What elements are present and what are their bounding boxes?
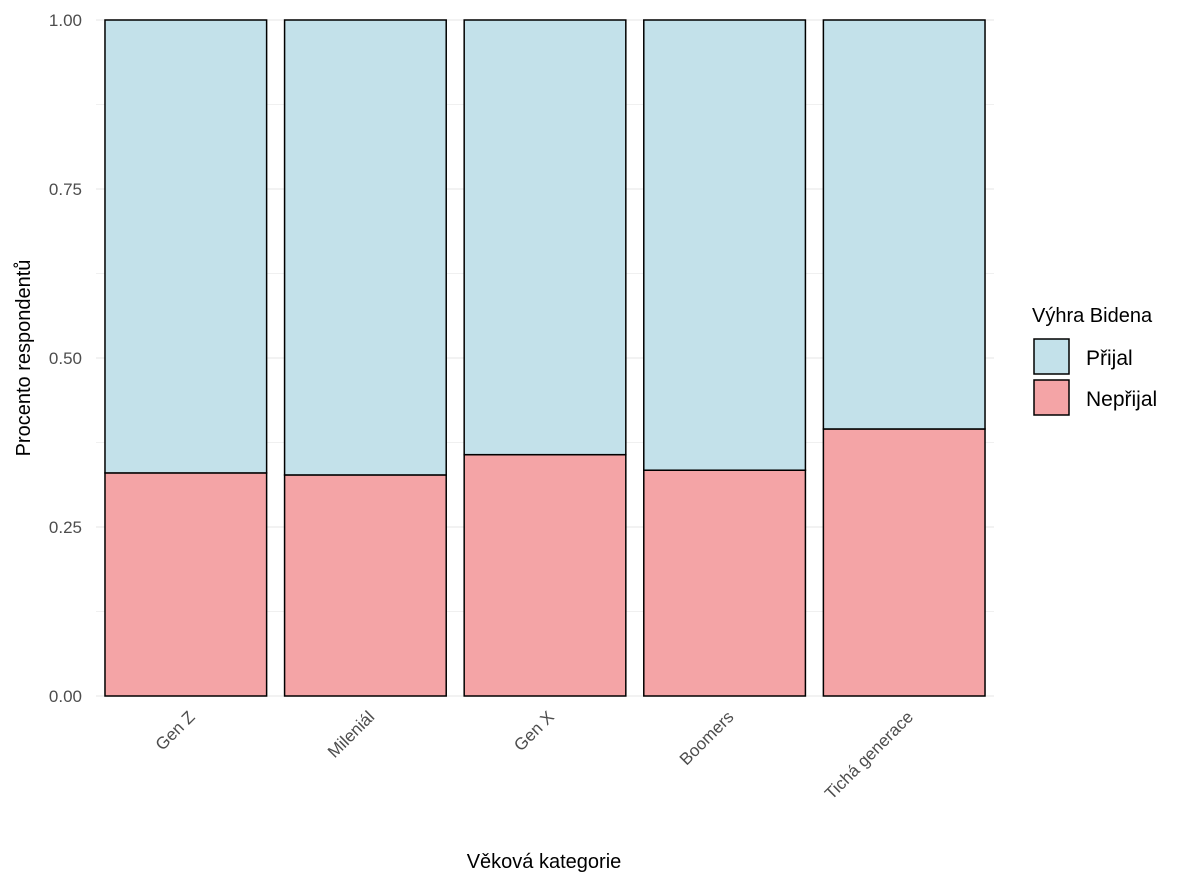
bars — [104, 19, 986, 697]
bar-segment-prijal-3 — [463, 19, 627, 456]
bar-segment-prijal-2 — [283, 19, 447, 476]
y-tick-labels: 0.00 0.25 0.50 0.75 1.00 — [49, 11, 82, 706]
legend: Výhra Bidena Přijal Nepřijal — [1032, 305, 1157, 416]
bar-segment-neprijal-1 — [104, 472, 268, 697]
bar-segment-prijal-5 — [822, 19, 986, 430]
x-tick-label: Gen X — [510, 707, 558, 755]
x-tick-labels: Gen Z Mileniál Gen X Boomers Tichá generace — [152, 707, 917, 803]
x-axis-title: Věková kategorie — [467, 851, 622, 873]
bar-segment-neprijal-4 — [643, 469, 807, 697]
legend-swatch-prijal — [1033, 338, 1070, 375]
y-tick-label: 1.00 — [49, 11, 82, 30]
bar-segment-neprijal-5 — [822, 428, 986, 697]
x-tick-label: Boomers — [676, 707, 738, 769]
y-tick-label: 0.25 — [49, 518, 82, 537]
y-tick-label: 0.75 — [49, 180, 82, 199]
x-tick-label: Gen Z — [152, 707, 199, 754]
bar-segment-prijal-1 — [104, 19, 268, 474]
legend-label-neprijal: Nepřijal — [1086, 388, 1157, 411]
x-tick-label: Mileniál — [324, 707, 378, 761]
legend-title: Výhra Bidena — [1032, 305, 1153, 327]
y-axis-title: Procento respondentů — [13, 260, 35, 457]
legend-label-prijal: Přijal — [1086, 347, 1133, 370]
bar-segment-neprijal-3 — [463, 453, 627, 697]
legend-swatch-neprijal — [1033, 379, 1070, 416]
y-tick-label: 0.50 — [49, 349, 82, 368]
bar-segment-neprijal-2 — [283, 474, 447, 697]
x-tick-label: Tichá generace — [821, 707, 917, 803]
bar-segment-prijal-4 — [643, 19, 807, 471]
y-tick-label: 0.00 — [49, 687, 82, 706]
